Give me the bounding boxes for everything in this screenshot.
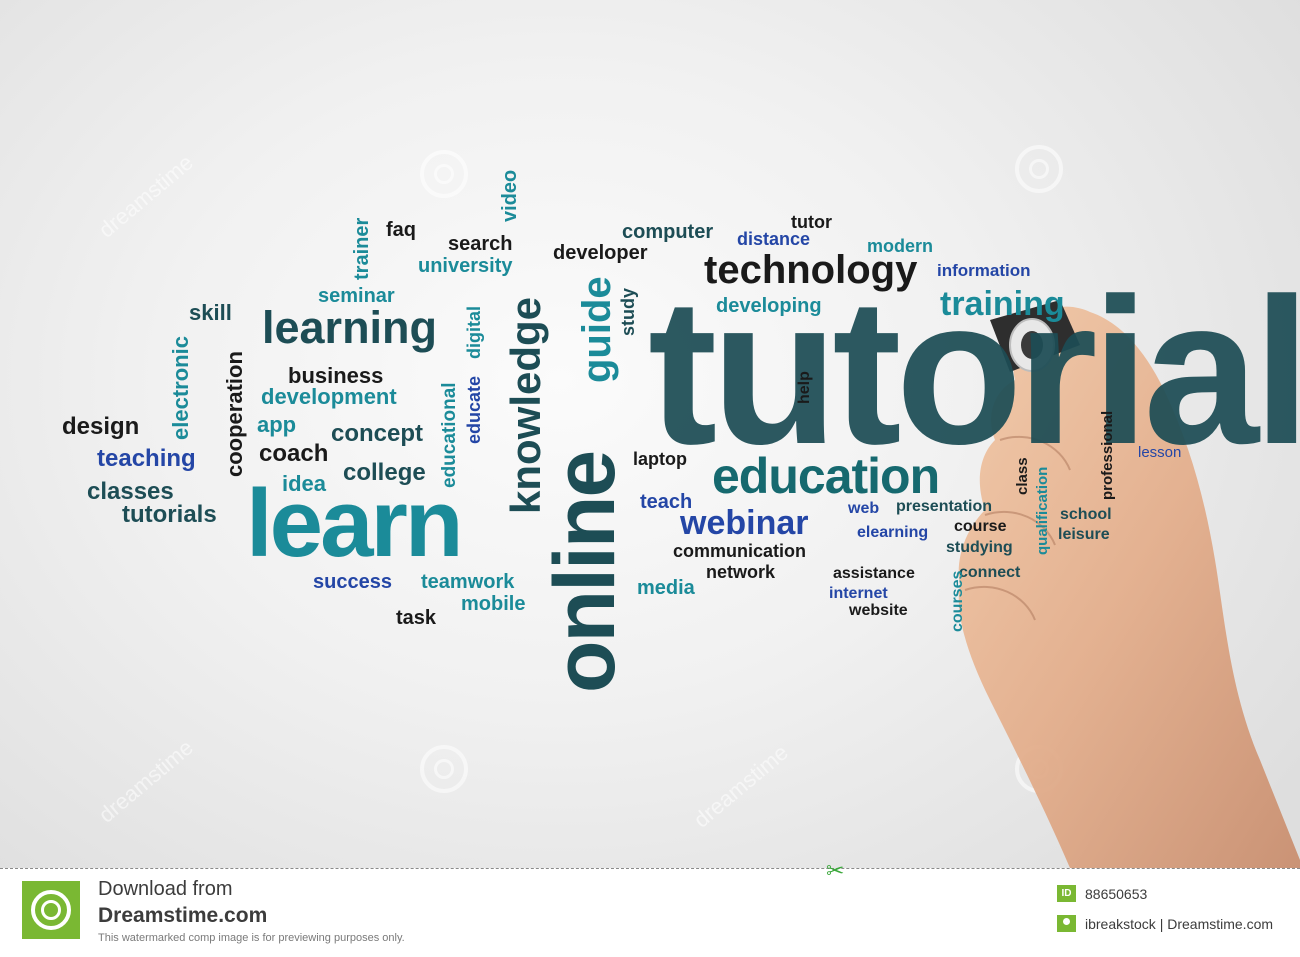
word-university: university	[418, 255, 513, 277]
word-leisure: leisure	[1058, 526, 1110, 543]
word-assistance: assistance	[833, 565, 915, 582]
word-computer: computer	[622, 221, 714, 243]
word-task: task	[396, 607, 437, 629]
download-footer: ✂ Download from Dreamstime.com This wate…	[0, 858, 1300, 957]
cut-line	[0, 868, 1300, 869]
word-study: study	[618, 287, 638, 336]
word-presentation: presentation	[896, 498, 993, 515]
word-tutorials: tutorials	[122, 501, 217, 528]
word-media: media	[637, 577, 695, 599]
watermark-spiral-icon	[420, 745, 468, 793]
watermark-spiral-icon	[420, 150, 468, 198]
word-business: business	[288, 363, 384, 388]
word-internet: internet	[829, 585, 888, 602]
image-id: 88650653	[1085, 886, 1148, 902]
word-webinar: webinar	[680, 504, 809, 542]
word-success: success	[313, 571, 392, 593]
word-elearning: elearning	[857, 524, 929, 541]
word-laptop: laptop	[633, 449, 687, 469]
word-connect: connect	[959, 564, 1021, 581]
author-credit: ibreakstock | Dreamstime.com	[1085, 916, 1274, 932]
word-teach: teach	[640, 491, 693, 513]
watermark-note: This watermarked comp image is for previ…	[98, 932, 405, 944]
word-classes: classes	[87, 478, 174, 505]
word-educate: educate	[464, 375, 484, 444]
word-learning: learning	[262, 302, 438, 353]
word-communication: communication	[673, 541, 807, 561]
word-seminar: seminar	[318, 285, 395, 307]
word-online: online	[537, 451, 633, 693]
word-development: development	[261, 384, 397, 409]
word-coach: coach	[259, 440, 329, 467]
word-education: education	[712, 448, 940, 504]
word-modern: modern	[867, 236, 934, 256]
word-concept: concept	[331, 420, 424, 447]
word-qualification: qualification	[1034, 466, 1051, 555]
word-cooperation: cooperation	[222, 351, 247, 477]
word-digital: digital	[464, 306, 484, 359]
id-badge-icon: ID	[1057, 885, 1076, 902]
hand-with-marker	[958, 300, 1300, 868]
word-website: website	[849, 602, 908, 619]
word-educational: educational	[439, 382, 460, 488]
word-idea: idea	[282, 471, 327, 496]
word-network: network	[706, 562, 776, 582]
word-help: help	[796, 371, 813, 404]
dreamstime-logo	[22, 881, 80, 939]
word-distance: distance	[737, 229, 811, 249]
word-guide: guide	[575, 276, 619, 383]
word-web: web	[848, 500, 880, 517]
word-teamwork: teamwork	[421, 571, 515, 593]
word-college: college	[343, 459, 426, 486]
word-courses: courses	[949, 570, 966, 632]
word-app: app	[257, 412, 297, 437]
word-faq: faq	[386, 219, 416, 241]
word-tutorial: tutorial	[648, 256, 1300, 488]
word-course: course	[954, 518, 1007, 535]
word-electronic: electronic	[168, 336, 193, 440]
word-school: school	[1060, 506, 1112, 523]
user-icon	[1057, 915, 1076, 932]
word-cloud-image: dreamstime dreamstime dreamstime tutoria…	[0, 0, 1300, 868]
word-class: class	[1014, 457, 1031, 495]
word-knowledge: knowledge	[502, 296, 549, 514]
word-mobile: mobile	[461, 593, 526, 615]
download-label: Download from	[98, 878, 233, 900]
word-developer: developer	[553, 242, 648, 264]
word-learn: learn	[246, 470, 463, 577]
word-professional: professional	[1099, 410, 1116, 500]
word-training: training	[940, 285, 1065, 323]
word-trainer: trainer	[351, 217, 373, 280]
word-information: information	[937, 261, 1031, 280]
word-design: design	[62, 413, 140, 440]
word-lesson: lesson	[1138, 444, 1182, 461]
word-video: video	[499, 169, 521, 222]
scissors-icon: ✂	[826, 858, 845, 883]
word-teaching: teaching	[97, 445, 196, 472]
site-name: Dreamstime.com	[98, 904, 268, 927]
word-skill: skill	[189, 300, 232, 325]
word-tutor: tutor	[791, 212, 832, 232]
watermark-spiral-icon	[1015, 145, 1063, 193]
word-search: search	[448, 233, 513, 255]
word-developing: developing	[716, 295, 822, 317]
word-studying: studying	[946, 539, 1013, 556]
word-technology: technology	[704, 248, 918, 292]
